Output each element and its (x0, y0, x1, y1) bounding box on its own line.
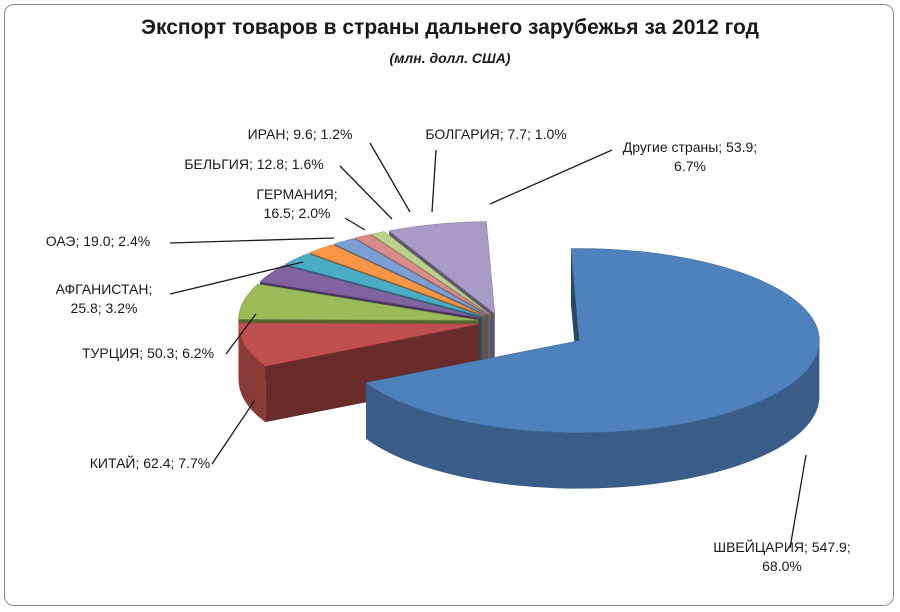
leader-line-8 (431, 149, 437, 213)
slice-label-1: КИТАЙ; 62.4; 7.7% (90, 399, 256, 471)
slice-label-3: АФГАНИСТАН; 25.8; 3.2% (56, 261, 304, 316)
slice-label-text-4-0: ОАЭ; 19.0; 2.4% (46, 233, 150, 249)
slice-label-7: ИРАН; 9.6; 1.2% (248, 126, 411, 213)
chart-title: Экспорт товаров в страны дальнего зарубе… (141, 16, 759, 39)
slice-side-1-0 (238, 324, 266, 423)
slice-label-text-9-0: Другие страны; 53.9; (623, 139, 757, 155)
slice-label-text-0-1: 68.0% (762, 558, 802, 574)
slice-top-0 (365, 248, 820, 433)
slice-label-text-5-0: ГЕРМАНИЯ; (256, 186, 337, 202)
slice-label-text-6-0: БЕЛЬГИЯ; 12.8; 1.6% (184, 156, 323, 172)
slice-label-text-0-0: ШВЕЙЦАРИЯ; 547.9; (713, 538, 850, 555)
slice-top-3 (259, 265, 481, 319)
slice-side-0-0 (366, 340, 820, 489)
pie-slice-1 (238, 322, 479, 423)
slice-label-5: ГЕРМАНИЯ; 16.5; 2.0% (256, 186, 366, 231)
slice-top-4 (284, 253, 483, 317)
slice-top-9 (388, 221, 496, 315)
slice-label-6: БЕЛЬГИЯ; 12.8; 1.6% (184, 156, 393, 220)
leader-line-2 (225, 313, 257, 355)
pie-labels: ШВЕЙЦАРИЯ; 547.9; 68.0% КИТАЙ; 62.4; 7.7% Т… (46, 126, 851, 574)
slice-label-text-9-1: 6.7% (674, 158, 706, 174)
slice-label-text-8-0: БОЛГАРИЯ; 7.7; 1.0% (425, 126, 566, 142)
leader-line-5 (344, 217, 366, 231)
leader-line-9 (489, 149, 613, 205)
slice-top-6 (333, 238, 488, 316)
chart-subtitle: (млн. долл. США) (389, 50, 511, 66)
slice-label-text-3-1: 25.8; 3.2% (71, 300, 138, 316)
slice-label-text-5-1: 16.5; 2.0% (264, 205, 331, 221)
slice-label-2: ТУРЦИЯ; 50.3; 6.2% (82, 313, 257, 361)
slice-top-5 (308, 244, 486, 316)
slice-label-text-7-0: ИРАН; 9.6; 1.2% (248, 126, 353, 142)
leader-line-6 (339, 165, 393, 220)
slice-label-text-1-0: КИТАЙ; 62.4; 7.7% (90, 454, 210, 471)
leader-line-4 (169, 237, 335, 244)
slice-top-8 (370, 231, 490, 315)
leader-line-1 (211, 399, 256, 465)
slice-top-7 (354, 234, 489, 315)
slice-label-text-3-0: АФГАНИСТАН; (56, 281, 153, 297)
slice-top-2 (238, 283, 479, 321)
leader-line-3 (169, 261, 304, 295)
slice-label-4: ОАЭ; 19.0; 2.4% (46, 233, 335, 249)
slice-label-8: БОЛГАРИЯ; 7.7; 1.0% (425, 126, 567, 213)
slice-top-1 (238, 322, 479, 367)
slice-label-text-2-0: ТУРЦИЯ; 50.3; 6.2% (82, 345, 214, 361)
leader-line-0 (789, 454, 807, 549)
slice-label-9: Другие страны; 53.9; 6.7% (489, 139, 757, 205)
pie-slices (238, 221, 820, 489)
slice-label-0: ШВЕЙЦАРИЯ; 547.9; 68.0% (713, 454, 851, 574)
leader-line-7 (369, 142, 411, 213)
pie-slice-0 (365, 248, 820, 489)
